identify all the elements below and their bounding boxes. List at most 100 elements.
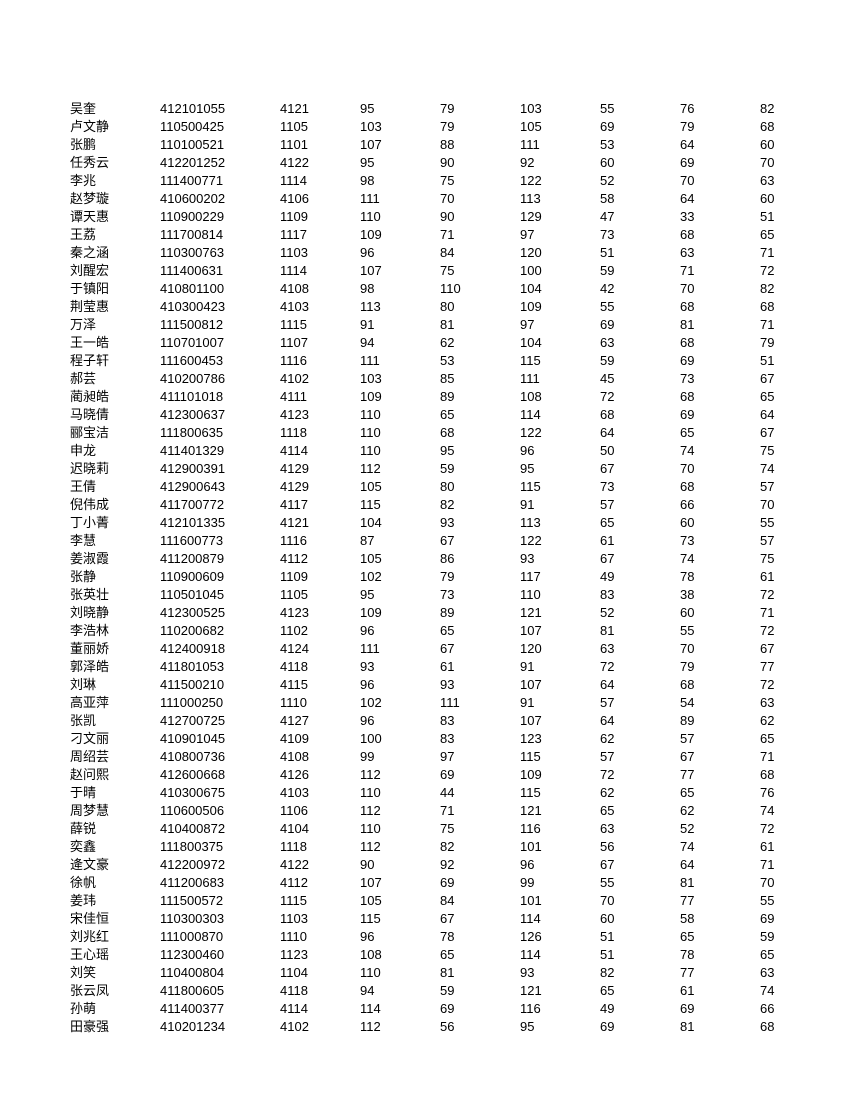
table-cell: 周绍芸: [70, 748, 160, 766]
table-cell: 44: [440, 784, 520, 802]
table-cell: 83: [440, 730, 520, 748]
table-cell: 67: [440, 532, 520, 550]
table-cell: 64: [680, 190, 760, 208]
table-cell: 吴奎: [70, 100, 160, 118]
table-cell: 105: [520, 118, 600, 136]
table-cell: 4124: [280, 640, 360, 658]
table-cell: 76: [760, 784, 800, 802]
table-cell: 60: [600, 910, 680, 928]
table-cell: 周梦慧: [70, 802, 160, 820]
table-cell: 4102: [280, 1018, 360, 1036]
table-cell: 412400918: [160, 640, 280, 658]
table-cell: 108: [360, 946, 440, 964]
table-cell: 61: [680, 982, 760, 1000]
table-cell: 65: [600, 802, 680, 820]
table-cell: 张云凤: [70, 982, 160, 1000]
table-cell: 412600668: [160, 766, 280, 784]
table-row: 田豪强41020123441021125695698168: [70, 1018, 800, 1036]
table-cell: 81: [680, 1018, 760, 1036]
table-cell: 77: [680, 892, 760, 910]
table-cell: 60: [680, 604, 760, 622]
table-cell: 郭泽皓: [70, 658, 160, 676]
table-cell: 107: [360, 262, 440, 280]
table-cell: 96: [360, 676, 440, 694]
table-cell: 111: [520, 370, 600, 388]
table-cell: 于镇阳: [70, 280, 160, 298]
table-cell: 412900643: [160, 478, 280, 496]
table-cell: 412700725: [160, 712, 280, 730]
table-cell: 李浩林: [70, 622, 160, 640]
table-cell: 107: [520, 622, 600, 640]
table-cell: 111500572: [160, 892, 280, 910]
table-cell: 59: [440, 460, 520, 478]
table-cell: 73: [440, 586, 520, 604]
table-cell: 115: [520, 748, 600, 766]
table-cell: 65: [760, 946, 800, 964]
table-cell: 86: [440, 550, 520, 568]
table-cell: 113: [520, 514, 600, 532]
table-cell: 62: [600, 730, 680, 748]
table-cell: 63: [600, 640, 680, 658]
table-cell: 112: [360, 460, 440, 478]
table-row: 刁文丽410901045410910083123625765: [70, 730, 800, 748]
table-cell: 110400804: [160, 964, 280, 982]
table-cell: 112: [360, 766, 440, 784]
table-cell: 96: [520, 856, 600, 874]
table-cell: 72: [760, 262, 800, 280]
table-row: 郦宝洁111800635111811068122646567: [70, 424, 800, 442]
table-cell: 82: [760, 100, 800, 118]
table-cell: 95: [520, 460, 600, 478]
table-cell: 411801053: [160, 658, 280, 676]
table-cell: 71: [760, 316, 800, 334]
table-cell: 55: [760, 892, 800, 910]
table-cell: 100: [520, 262, 600, 280]
table-cell: 61: [760, 568, 800, 586]
table-cell: 1114: [280, 262, 360, 280]
table-cell: 55: [760, 514, 800, 532]
table-cell: 114: [520, 910, 600, 928]
table-cell: 411200683: [160, 874, 280, 892]
table-cell: 4121: [280, 100, 360, 118]
table-cell: 116: [520, 1000, 600, 1018]
table-cell: 1117: [280, 226, 360, 244]
table-cell: 97: [440, 748, 520, 766]
table-cell: 59: [440, 982, 520, 1000]
table-cell: 85: [440, 370, 520, 388]
table-cell: 1116: [280, 352, 360, 370]
table-row: 李慧11160077311168767122617357: [70, 532, 800, 550]
table-cell: 410300423: [160, 298, 280, 316]
table-cell: 97: [520, 226, 600, 244]
table-cell: 114: [520, 406, 600, 424]
table-cell: 105: [360, 892, 440, 910]
table-cell: 74: [680, 442, 760, 460]
table-cell: 丁小菁: [70, 514, 160, 532]
table-row: 薛锐410400872410411075116635272: [70, 820, 800, 838]
table-cell: 秦之涵: [70, 244, 160, 262]
table-cell: 71: [680, 262, 760, 280]
table-row: 高亚萍111000250111010211191575463: [70, 694, 800, 712]
table-cell: 410201234: [160, 1018, 280, 1036]
table-cell: 121: [520, 802, 600, 820]
table-cell: 63: [760, 172, 800, 190]
table-cell: 4121: [280, 514, 360, 532]
table-cell: 65: [600, 514, 680, 532]
table-cell: 67: [600, 460, 680, 478]
table-cell: 110: [360, 820, 440, 838]
table-cell: 73: [600, 226, 680, 244]
table-cell: 110: [440, 280, 520, 298]
table-cell: 薛锐: [70, 820, 160, 838]
table-cell: 68: [760, 118, 800, 136]
table-cell: 68: [760, 1018, 800, 1036]
table-row: 宋佳恒110300303110311567114605869: [70, 910, 800, 928]
table-cell: 114: [360, 1000, 440, 1018]
table-cell: 72: [600, 658, 680, 676]
table-row: 李浩林11020068211029665107815572: [70, 622, 800, 640]
table-cell: 96: [360, 244, 440, 262]
table-row: 刘兆红11100087011109678126516559: [70, 928, 800, 946]
table-cell: 96: [360, 712, 440, 730]
table-cell: 69: [600, 1018, 680, 1036]
table-row: 赵问熙412600668412611269109727768: [70, 766, 800, 784]
table-cell: 4117: [280, 496, 360, 514]
table-cell: 53: [600, 136, 680, 154]
table-cell: 高亚萍: [70, 694, 160, 712]
